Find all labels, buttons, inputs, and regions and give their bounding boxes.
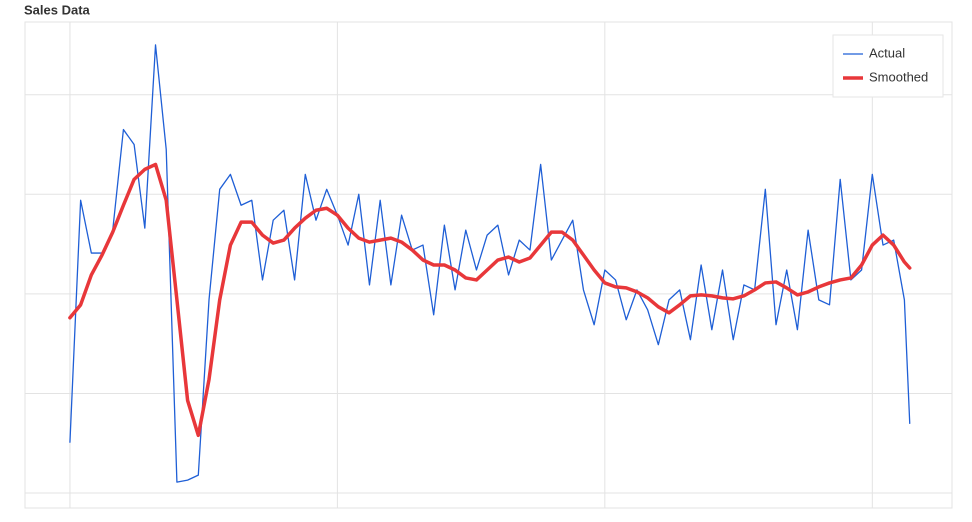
legend-label: Smoothed: [869, 69, 928, 84]
plot-frame: [24, 21, 953, 509]
legend-box: [832, 34, 944, 98]
line-series: [68, 162, 912, 438]
chart-title: Sales Data: [24, 2, 91, 17]
line-series: [69, 44, 911, 483]
legend-label: Actual: [869, 45, 905, 60]
legend: Actual Smoothed: [832, 34, 944, 98]
